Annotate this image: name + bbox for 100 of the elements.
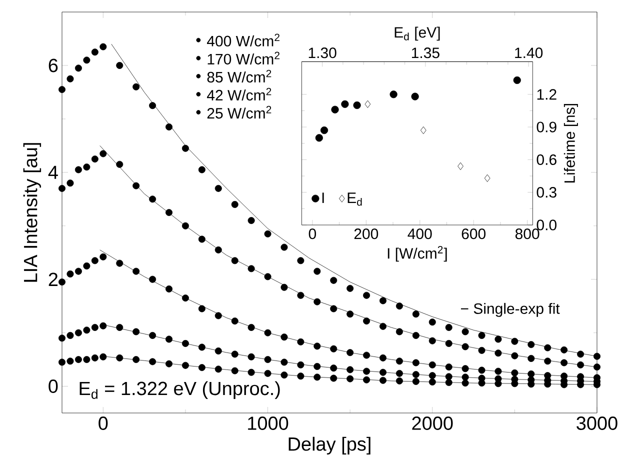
point [198, 305, 206, 312]
legend-label: 400 W/cm$^{2}$ [207, 34, 280, 46]
point [346, 310, 354, 318]
point [116, 62, 124, 69]
point [166, 208, 172, 216]
point [330, 276, 338, 284]
annotation: E$_{d}$ = 1.322 eV (Unproc.) [80, 381, 280, 399]
point [396, 370, 403, 377]
point [297, 292, 304, 299]
point [314, 374, 321, 381]
point [149, 332, 156, 339]
point [528, 341, 535, 348]
point [412, 310, 420, 318]
y-tick-label: 0.6 [536, 154, 556, 165]
point [74, 166, 82, 174]
point [363, 368, 370, 375]
point [428, 318, 436, 326]
point [380, 354, 386, 362]
x-tick-label: 0 [98, 416, 108, 430]
point [445, 379, 452, 386]
point [297, 372, 304, 380]
x-tick-label: 0 [308, 228, 316, 240]
legend-label: I [322, 192, 324, 203]
annotation: − Single-exp fit [460, 302, 560, 317]
point [100, 43, 107, 50]
point [116, 354, 124, 362]
x-tick-label: 200 [354, 228, 378, 240]
point [353, 101, 361, 110]
point [445, 364, 452, 371]
x-axis-title: Delay [ps] [288, 436, 370, 455]
point [231, 257, 238, 264]
y-tick-label: 1.2 [537, 89, 556, 100]
point [280, 358, 288, 366]
point [462, 343, 469, 350]
point [248, 353, 255, 360]
point [248, 368, 255, 376]
point [593, 364, 600, 371]
point [528, 354, 535, 362]
point [593, 352, 600, 360]
point [91, 48, 98, 56]
point [100, 253, 107, 260]
point [58, 358, 66, 366]
point [214, 184, 222, 192]
point [166, 123, 172, 130]
point [380, 297, 386, 304]
point [320, 126, 328, 134]
y-axis-title: Lifetime [ns] [564, 104, 578, 183]
point [478, 346, 486, 354]
point [231, 200, 238, 208]
point [346, 375, 354, 382]
point [363, 376, 370, 384]
point [58, 334, 66, 342]
point [58, 278, 66, 286]
point [182, 144, 189, 152]
point [280, 334, 288, 341]
x-tick-label: 1000 [248, 416, 288, 430]
point [132, 83, 140, 90]
legend-label: 25 W/cm$^{2}$ [207, 106, 272, 119]
point [396, 358, 403, 365]
point [462, 328, 469, 336]
point [314, 342, 321, 350]
point [511, 369, 518, 376]
point [315, 134, 323, 142]
point [314, 298, 321, 306]
x2-tick-label: 1.30 [308, 48, 336, 58]
point [149, 358, 156, 366]
point [182, 222, 189, 230]
point [74, 268, 82, 275]
point [577, 350, 584, 358]
y-tick-label: 0.9 [536, 122, 556, 132]
point [511, 338, 518, 345]
point [428, 378, 436, 386]
point [478, 366, 486, 374]
point [66, 270, 74, 278]
point [380, 322, 386, 330]
point [116, 324, 124, 331]
x-axis-title: I [W/cm$^{2}$] [388, 246, 447, 262]
point [560, 359, 568, 366]
point [462, 374, 469, 381]
point [231, 367, 238, 374]
point [544, 344, 552, 352]
x-tick-label: 3000 [576, 416, 618, 430]
point [445, 373, 452, 380]
point [494, 336, 502, 343]
point [58, 184, 66, 192]
point [231, 350, 238, 358]
point [513, 76, 521, 84]
y-tick-label: 4 [48, 166, 58, 179]
point [91, 324, 98, 331]
point [363, 352, 370, 359]
point [280, 244, 288, 251]
point [214, 366, 222, 373]
y-tick-label: 2 [48, 272, 58, 286]
point [560, 346, 568, 354]
point [149, 102, 156, 110]
point [363, 292, 370, 299]
point [411, 92, 419, 100]
point [132, 268, 140, 275]
point [66, 180, 74, 187]
point [494, 380, 502, 388]
